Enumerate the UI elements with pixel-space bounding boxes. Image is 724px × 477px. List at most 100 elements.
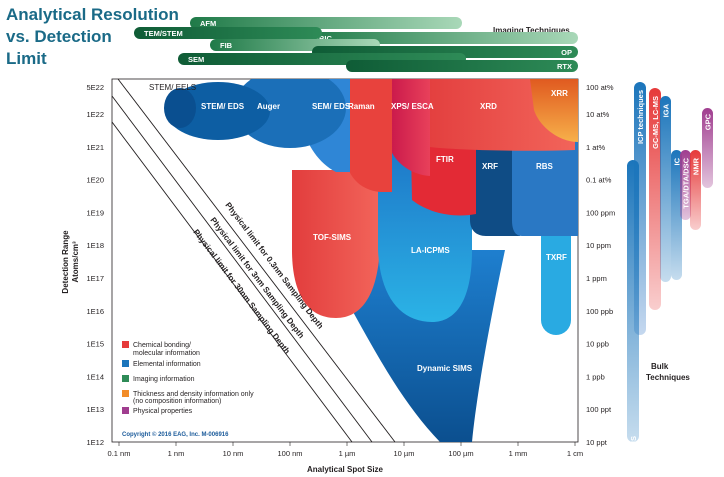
label-raman: Raman bbox=[348, 102, 375, 111]
y-axis-right-ticks: 100 at% 10 at% 1 at% 0.1 at% 100 ppm 10 ppm 1 … bbox=[586, 83, 615, 447]
region-raman bbox=[345, 79, 392, 192]
region-xrr bbox=[530, 79, 578, 142]
label-xrf: XRF bbox=[482, 162, 498, 171]
y-tick-label: 1E22 bbox=[86, 110, 104, 119]
y-tick-label: 1E18 bbox=[86, 241, 104, 250]
y-tick-label: 1E19 bbox=[86, 208, 104, 217]
bulk-bar-label: GPC bbox=[704, 113, 713, 130]
y-tick-label: 1E17 bbox=[86, 274, 104, 283]
y-tick-label: 1E15 bbox=[86, 340, 104, 349]
region-xps-esca bbox=[388, 79, 430, 176]
y-axis-ticks: 5E22 1E22 1E21 1E20 1E19 1E18 1E17 1E16 1E15 1E14… bbox=[86, 83, 104, 447]
bulk-bar-label: ICP techniques bbox=[636, 90, 645, 144]
x-tick-label: 1 µm bbox=[339, 449, 356, 458]
legend-label-imaging: Imaging information bbox=[133, 376, 195, 383]
bulk-bar-ic bbox=[671, 150, 682, 280]
legend-swatch-imaging bbox=[122, 375, 129, 382]
legend-label-chemical-2: molecular information bbox=[133, 350, 200, 357]
title-line-1: Analytical Resolution bbox=[6, 5, 179, 24]
imaging-bar-label: OP bbox=[561, 48, 572, 57]
imaging-bar-label: TEM/STEM bbox=[144, 29, 183, 38]
y-tick-label: 1E20 bbox=[86, 176, 104, 185]
y-right-tick-label: 10 ppt bbox=[586, 438, 608, 447]
bulk-bar-gpc bbox=[702, 108, 713, 188]
bulk-bar-label: NMR bbox=[692, 157, 701, 175]
region-tof-sims bbox=[292, 170, 380, 318]
legend-swatch-thickness bbox=[122, 390, 129, 397]
imaging-bar-label: SEM bbox=[188, 55, 204, 64]
y-right-tick-label: 10 ppb bbox=[586, 340, 609, 349]
chart-title: Analytical Resolution vs. Detection Limi… bbox=[6, 5, 179, 68]
legend-swatch-chemical bbox=[122, 341, 129, 348]
label-stem-eds: STEM/ EDS bbox=[201, 102, 245, 111]
label-sem-eds: SEM/ EDS bbox=[312, 102, 351, 111]
label-stem-eels-1: STEM/ EELS bbox=[149, 83, 196, 92]
x-axis-label: Analytical Spot Size bbox=[307, 465, 384, 474]
y-tick-label: 5E22 bbox=[86, 83, 104, 92]
y-axis-label: Detection Range Atoms/cm³ bbox=[61, 230, 80, 294]
region-labels: STEM/ EELS STEM/ EDS Auger SEM/ EDS Rama… bbox=[149, 83, 568, 373]
limit-line-3nm bbox=[111, 95, 373, 443]
legend-label-chemical-1: Chemical bonding/ bbox=[133, 342, 191, 349]
label-xrd: XRD bbox=[480, 102, 497, 111]
imaging-bar-tem-stem bbox=[134, 27, 322, 39]
bulk-bars: ICP techniques GDMS GC-MS, LC-MS IGA IC TGA/D… bbox=[627, 82, 713, 459]
legend-label-physical: Physical properties bbox=[133, 408, 193, 415]
y-right-tick-label: 1 ppm bbox=[586, 274, 607, 283]
label-auger: Auger bbox=[257, 102, 280, 111]
y-tick-label: 1E14 bbox=[86, 372, 104, 381]
label-xps-esca: XPS/ ESCA bbox=[391, 102, 434, 111]
y-right-tick-label: 0.1 at% bbox=[586, 176, 612, 185]
imaging-bar-label: EBIC bbox=[314, 34, 333, 43]
y-right-tick-label: 100 ppm bbox=[586, 208, 615, 217]
imaging-bar-label: FIB bbox=[220, 41, 233, 50]
copyright-text: Copyright © 2016 EAG, Inc. M-006916 bbox=[122, 431, 229, 438]
label-dynamic-sims: Dynamic SIMS bbox=[417, 364, 473, 373]
x-tick-label: 10 µm bbox=[394, 449, 415, 458]
x-tick-label: 1 nm bbox=[168, 449, 185, 458]
legend-swatch-physical bbox=[122, 407, 129, 414]
imaging-bar-label: AFM bbox=[200, 19, 216, 28]
bulk-bar-label: TGA/DTA/DSC bbox=[682, 157, 691, 208]
y-tick-label: 1E16 bbox=[86, 307, 104, 316]
y-right-tick-label: 10 ppm bbox=[586, 241, 611, 250]
x-tick-label: 1 mm bbox=[509, 449, 528, 458]
y-right-tick-label: 1 ppb bbox=[586, 372, 605, 381]
x-tick-label: 100 µm bbox=[448, 449, 473, 458]
legend-label-elemental: Elemental information bbox=[133, 361, 201, 368]
bulk-bar-label: IC bbox=[673, 157, 682, 165]
x-tick-label: 0.1 nm bbox=[108, 449, 131, 458]
limit-line-30nm bbox=[111, 121, 353, 443]
legend: Chemical bonding/ molecular information … bbox=[122, 341, 254, 438]
label-la-icpms: LA-ICPMS bbox=[411, 246, 450, 255]
legend-label-thickness-2: (no composition information) bbox=[133, 398, 221, 405]
imaging-techniques-label: Imaging Techniques bbox=[493, 26, 570, 35]
bulk-bar-tga-dta-dsc bbox=[680, 150, 691, 220]
y-right-tick-label: 100 at% bbox=[586, 83, 614, 92]
legend-label-thickness-1: Thickness and density information only bbox=[133, 391, 254, 398]
y-right-tick-label: 1 at% bbox=[586, 143, 606, 152]
x-axis-ticks: 0.1 nm 1 nm 10 nm 100 nm 1 µm 10 µm 100 µm 1 mm… bbox=[108, 442, 583, 458]
region-stem-eels bbox=[164, 88, 196, 128]
y-tick-label: 1E13 bbox=[86, 405, 104, 414]
label-rbs: RBS bbox=[536, 162, 554, 171]
title-line-3: Limit bbox=[6, 49, 47, 68]
y-right-tick-label: 10 at% bbox=[586, 110, 610, 119]
label-xrr: XRR bbox=[551, 89, 568, 98]
bulk-bar-gc-ms-lc-ms bbox=[649, 88, 661, 310]
y-axis-label-line-1: Detection Range bbox=[61, 230, 70, 294]
y-right-tick-label: 100 ppb bbox=[586, 307, 613, 316]
bulk-bar-gdms bbox=[627, 160, 639, 442]
bulk-bar-label: GC-MS, LC-MS bbox=[651, 96, 660, 149]
x-tick-label: 1 cm bbox=[567, 449, 583, 458]
label-ftir: FTIR bbox=[436, 155, 454, 164]
y-tick-label: 1E12 bbox=[86, 438, 104, 447]
bulk-bar-iga bbox=[660, 96, 671, 282]
imaging-bar-label: RTX bbox=[557, 62, 572, 71]
x-tick-label: 100 nm bbox=[277, 449, 302, 458]
bulk-label-1: Bulk bbox=[651, 362, 669, 371]
technique-regions bbox=[164, 79, 578, 442]
y-right-tick-label: 100 ppt bbox=[586, 405, 612, 414]
bulk-bar-label: GDMS bbox=[629, 436, 638, 459]
